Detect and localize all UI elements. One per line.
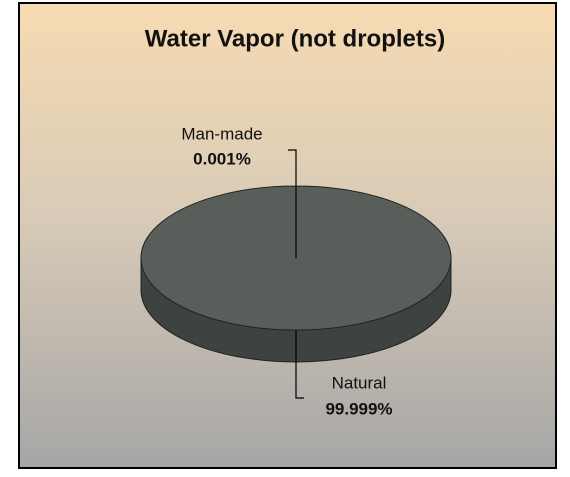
slice-label: Man-made (181, 124, 262, 143)
value-label: 99.999% (325, 399, 392, 418)
slice-label: Natural (332, 373, 387, 392)
leader-line (288, 149, 297, 258)
value-label: 0.001% (193, 149, 251, 168)
leader-line (295, 330, 304, 399)
chart-title: Water Vapor (not droplets) (145, 25, 445, 52)
